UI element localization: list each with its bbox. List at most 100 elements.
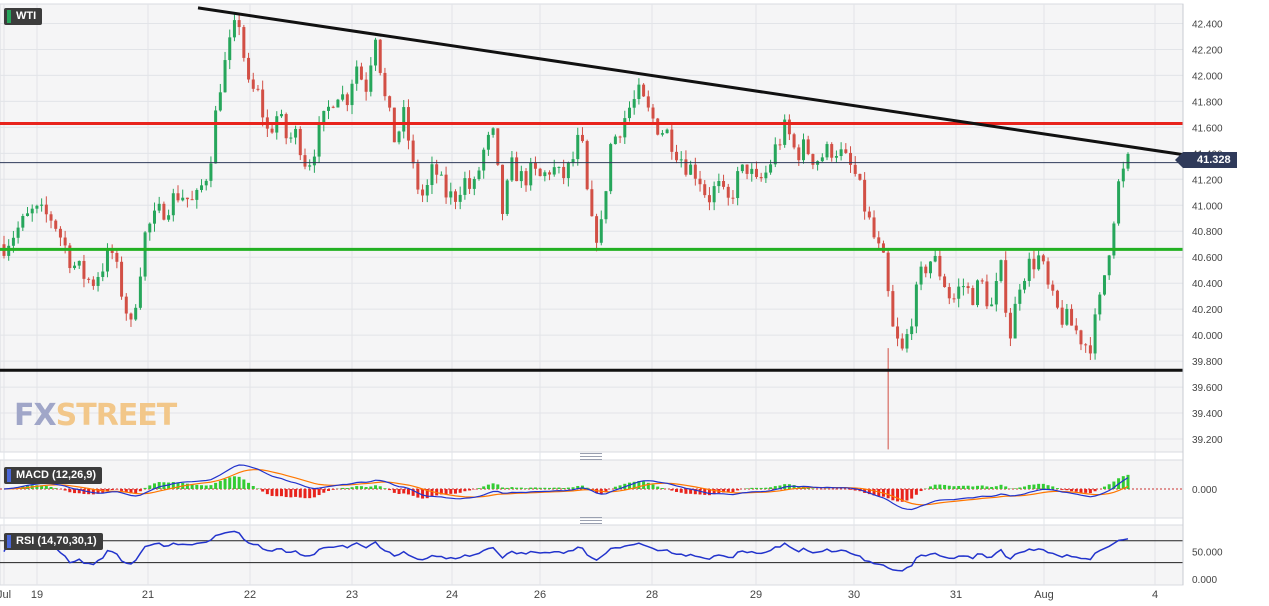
candle-bull bbox=[341, 94, 345, 100]
y-tick-label: 39.800 bbox=[1192, 357, 1223, 368]
x-tick-label: 23 bbox=[346, 589, 358, 601]
candle-bull bbox=[627, 107, 631, 119]
macd-histogram-bar bbox=[91, 489, 95, 495]
macd-histogram-bar bbox=[670, 489, 674, 491]
candle-bull bbox=[200, 185, 204, 191]
macd-histogram-bar bbox=[501, 487, 505, 489]
candle-bear bbox=[595, 216, 599, 243]
candle-bear bbox=[863, 179, 867, 212]
symbol-badge[interactable]: WTI bbox=[4, 8, 43, 25]
macd-histogram-bar bbox=[120, 489, 124, 491]
macd-histogram-bar bbox=[124, 489, 128, 493]
macd-histogram-bar bbox=[312, 489, 316, 498]
candle-bear bbox=[754, 168, 758, 178]
candle-bear bbox=[1055, 290, 1059, 308]
macd-histogram-bar bbox=[562, 488, 566, 489]
macd-histogram-bar bbox=[148, 485, 152, 489]
candle-bull bbox=[783, 119, 787, 145]
macd-histogram-bar bbox=[632, 481, 636, 489]
candle-bull bbox=[1107, 255, 1111, 276]
y-tick-label: 39.400 bbox=[1192, 409, 1223, 420]
candle-bull bbox=[204, 180, 208, 186]
candle-bear bbox=[82, 260, 86, 279]
macd-histogram-bar bbox=[40, 485, 44, 489]
candle-bull bbox=[1013, 303, 1017, 339]
candle-bull bbox=[976, 280, 980, 306]
macd-histogram-bar bbox=[976, 485, 980, 489]
candle-bull bbox=[1126, 153, 1130, 169]
macd-histogram-bar bbox=[491, 483, 495, 489]
pane-resize-handle-macd[interactable] bbox=[580, 453, 602, 460]
macd-histogram-bar bbox=[867, 489, 871, 495]
candle-bear bbox=[722, 181, 726, 187]
macd-histogram-bar bbox=[853, 489, 857, 491]
macd-histogram-bar bbox=[392, 489, 396, 493]
candle-bull bbox=[397, 131, 401, 143]
candle-bull bbox=[218, 92, 222, 111]
macd-histogram-bar bbox=[364, 487, 368, 489]
candle-bull bbox=[73, 265, 77, 269]
candle-bull bbox=[486, 134, 490, 150]
candle-bear bbox=[68, 245, 72, 269]
macd-histogram-bar bbox=[228, 477, 232, 489]
macd-histogram-bar bbox=[980, 485, 984, 489]
macd-histogram-bar bbox=[341, 487, 345, 489]
x-tick-label: 21 bbox=[142, 589, 154, 601]
macd-histogram-bar bbox=[566, 487, 570, 489]
macd-histogram-bar bbox=[176, 482, 180, 489]
rsi-line bbox=[3, 530, 1129, 572]
macd-histogram-bar bbox=[515, 487, 519, 489]
macd-histogram-bar bbox=[872, 489, 876, 496]
macd-histogram-bar bbox=[999, 484, 1003, 489]
candle-bull bbox=[279, 114, 283, 117]
candle-bull bbox=[491, 128, 495, 135]
macd-histogram-bar bbox=[675, 489, 679, 492]
candle-bull bbox=[1098, 294, 1102, 315]
macd-histogram-bar bbox=[736, 489, 740, 491]
trendline bbox=[197, 6, 1184, 157]
candle-bear bbox=[670, 129, 674, 152]
macd-histogram-bar bbox=[679, 489, 683, 493]
macd-histogram-bar bbox=[453, 489, 457, 494]
macd-indicator-badge[interactable]: MACD (12,26,9) bbox=[4, 467, 103, 484]
candle-bear bbox=[562, 166, 566, 179]
macd-histogram-bar bbox=[957, 485, 961, 489]
macd-histogram-bar bbox=[613, 486, 617, 489]
candle-bear bbox=[364, 79, 368, 92]
macd-histogram-bar bbox=[933, 484, 937, 489]
candle-bull bbox=[1117, 181, 1121, 224]
candle-bear bbox=[646, 96, 650, 108]
candle-bull bbox=[1037, 255, 1041, 270]
candle-bear bbox=[444, 174, 448, 198]
candle-bear bbox=[1004, 260, 1008, 313]
candle-bull bbox=[660, 133, 664, 135]
pane-resize-handle-rsi[interactable] bbox=[580, 517, 602, 524]
candle-bull bbox=[40, 204, 44, 206]
rsi-indicator-badge[interactable]: RSI (14,70,30,1) bbox=[4, 533, 103, 550]
macd-histogram-bar bbox=[1126, 474, 1130, 489]
candle-bull bbox=[576, 134, 580, 160]
macd-histogram-bar bbox=[1023, 486, 1027, 489]
candle-bear bbox=[745, 164, 749, 174]
x-tick-label: Aug bbox=[1034, 589, 1054, 601]
candle-bear bbox=[435, 164, 439, 175]
macd-histogram-bar bbox=[200, 485, 204, 489]
candle-bear bbox=[985, 281, 989, 307]
macd-histogram-bar bbox=[651, 484, 655, 489]
y-tick-label: 42.000 bbox=[1192, 71, 1223, 82]
macd-histogram-bar bbox=[477, 488, 481, 489]
macd-histogram-bar bbox=[707, 489, 711, 496]
candle-bear bbox=[759, 177, 763, 179]
candle-bear bbox=[900, 338, 904, 349]
macd-histogram-bar bbox=[900, 489, 904, 502]
macd-histogram-bar bbox=[449, 489, 453, 494]
candle-bear bbox=[124, 296, 128, 314]
y-tick-label: 41.000 bbox=[1192, 201, 1223, 212]
candle-bear bbox=[54, 220, 58, 229]
candle-bear bbox=[359, 66, 363, 80]
candle-bull bbox=[740, 164, 744, 172]
price-pane bbox=[0, 3, 1184, 453]
macd-histogram-bar bbox=[96, 489, 100, 494]
macd-histogram-bar bbox=[1032, 484, 1036, 489]
macd-histogram-bar bbox=[322, 489, 326, 493]
